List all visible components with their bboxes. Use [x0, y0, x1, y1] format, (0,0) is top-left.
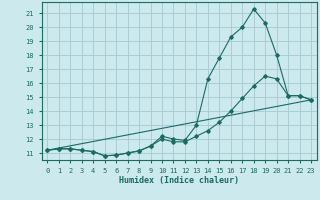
X-axis label: Humidex (Indice chaleur): Humidex (Indice chaleur): [119, 176, 239, 185]
